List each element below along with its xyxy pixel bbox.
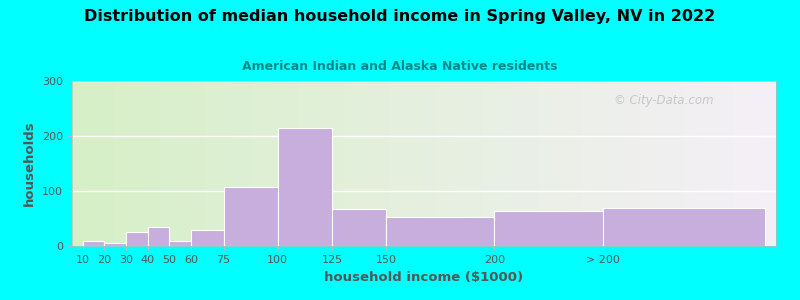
Bar	[332, 208, 386, 246]
Bar	[126, 232, 148, 246]
Bar	[386, 218, 494, 246]
Bar	[170, 241, 191, 246]
Bar	[83, 241, 105, 246]
X-axis label: household income ($1000): household income ($1000)	[325, 271, 523, 284]
Bar	[105, 243, 126, 246]
Bar	[494, 211, 602, 246]
Bar	[224, 187, 278, 246]
Y-axis label: households: households	[23, 121, 36, 206]
Bar	[148, 227, 170, 246]
Bar	[191, 230, 224, 246]
Bar	[278, 128, 332, 246]
Bar	[602, 208, 765, 246]
Text: American Indian and Alaska Native residents: American Indian and Alaska Native reside…	[242, 60, 558, 73]
Text: Distribution of median household income in Spring Valley, NV in 2022: Distribution of median household income …	[84, 9, 716, 24]
Text: © City-Data.com: © City-Data.com	[614, 94, 714, 107]
